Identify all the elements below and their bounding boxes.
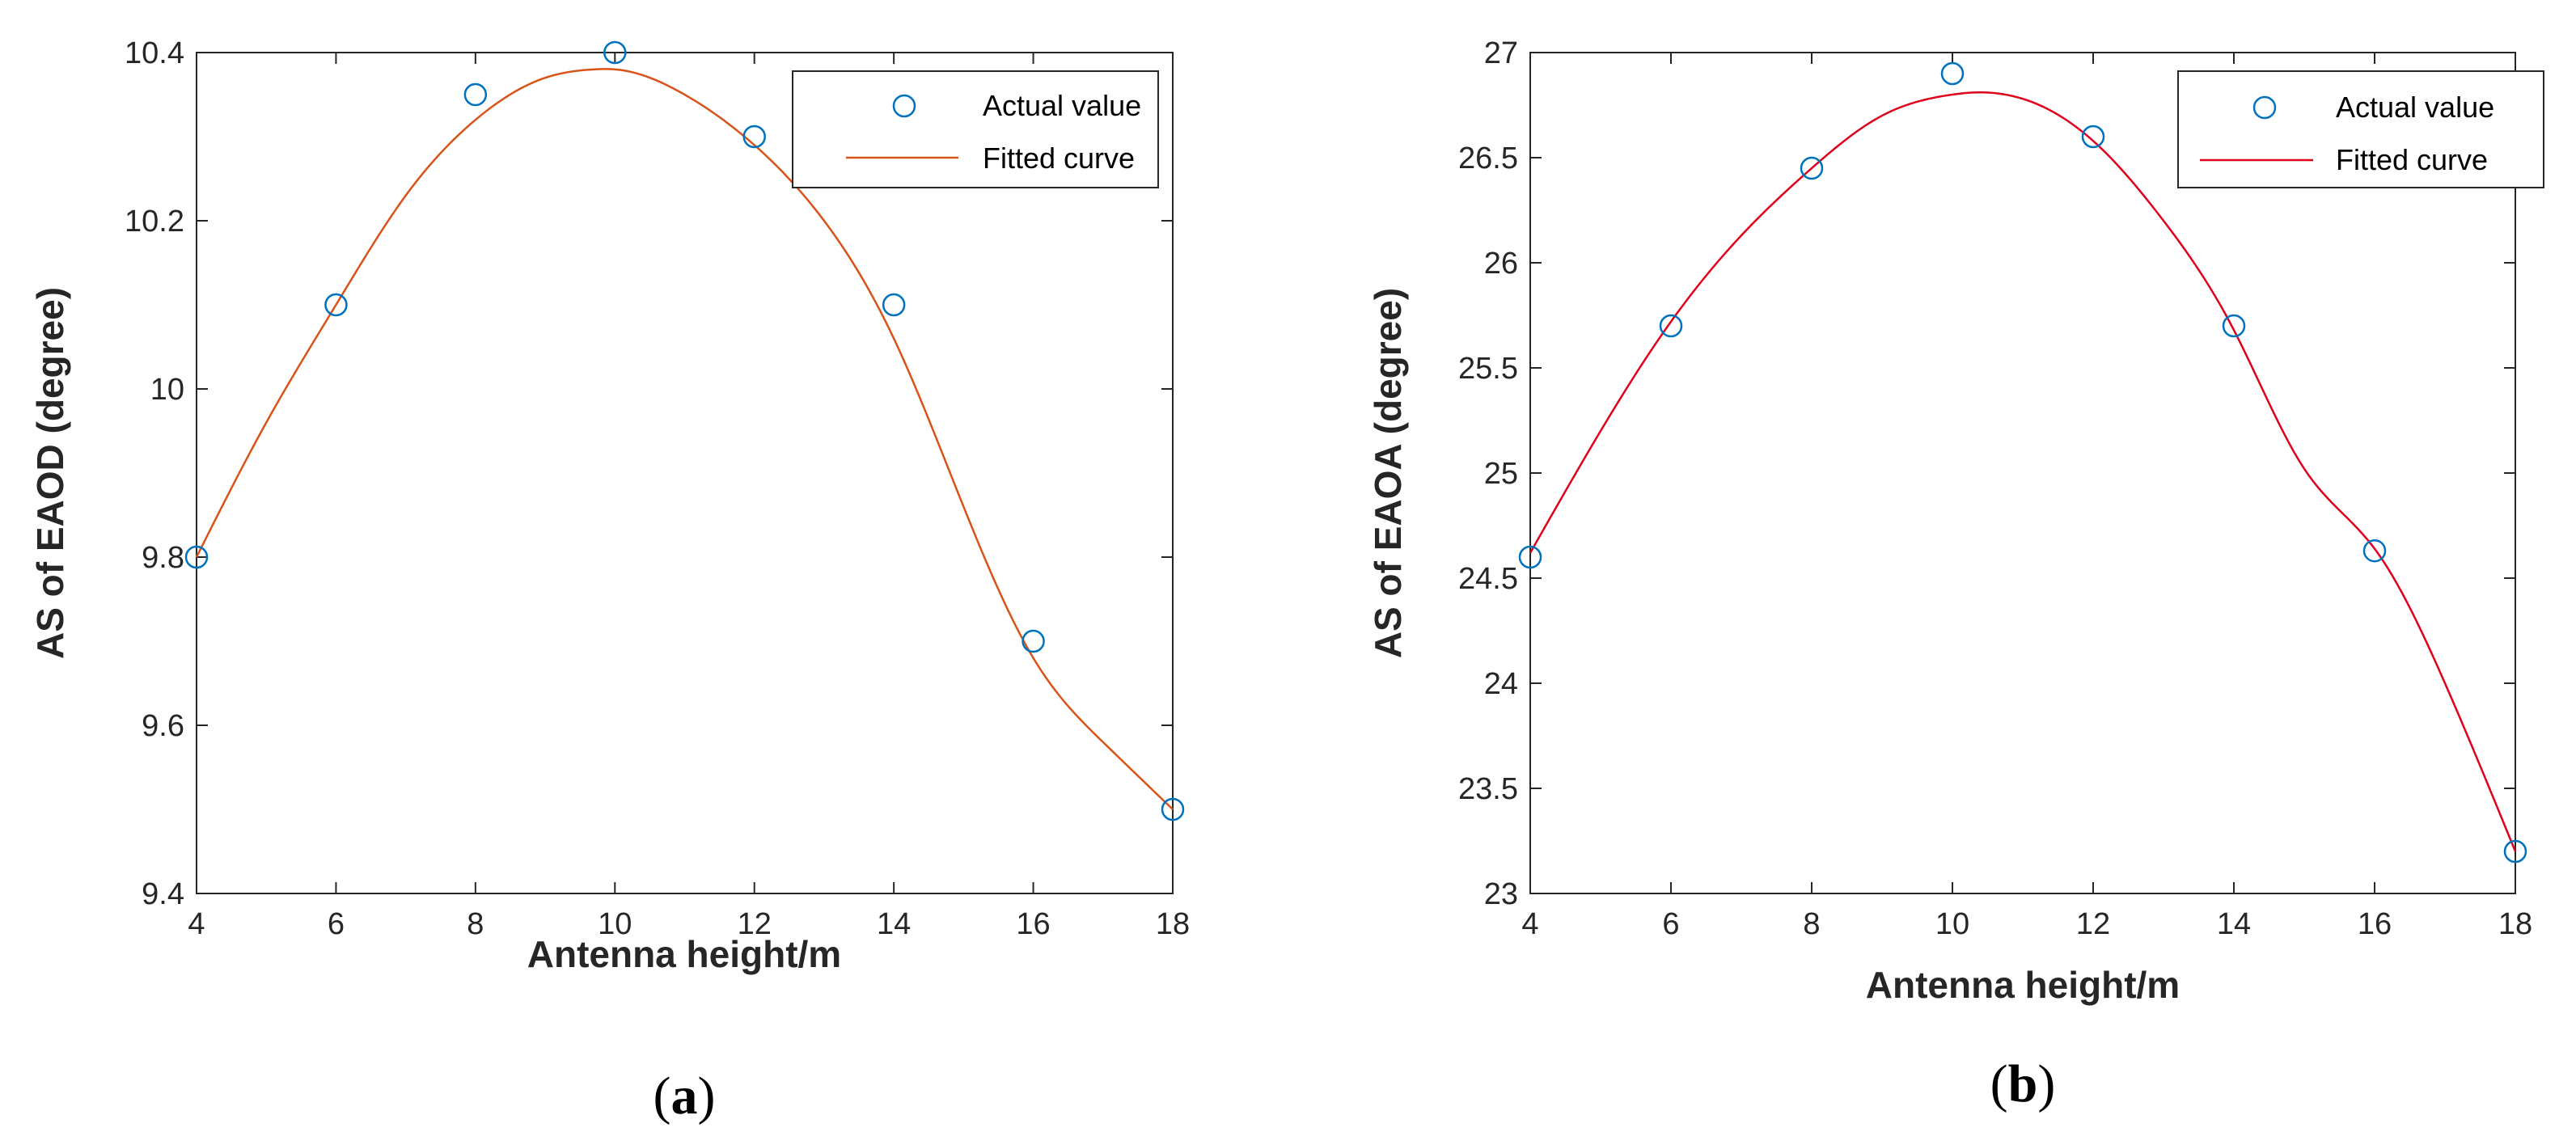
panel-b-legend-fitted-label: Fitted curve bbox=[2336, 143, 2488, 176]
panel-b-caption-open: ( bbox=[1990, 1054, 2008, 1113]
panel-b-x-axis-label: Antenna height/m bbox=[1866, 964, 2180, 1006]
a-ytick-label: 9.8 bbox=[142, 541, 184, 575]
a-xtick-label: 4 bbox=[188, 907, 205, 941]
b-ytick-label: 24.5 bbox=[1458, 562, 1518, 596]
a-xtick-label: 6 bbox=[328, 907, 345, 941]
b-ytick-label: 25.5 bbox=[1458, 352, 1518, 386]
panel-b-y-axis-label: AS of EAOA (degree) bbox=[1367, 288, 1409, 658]
b-xtick-label: 14 bbox=[2217, 907, 2251, 941]
a-xtick-label: 16 bbox=[1016, 907, 1050, 941]
panel-a-legend-actual-label: Actual value bbox=[983, 89, 1141, 122]
panel-a-caption-open: ( bbox=[654, 1067, 671, 1126]
panel-b-legend-box bbox=[2177, 70, 2544, 188]
a-actual-value-point bbox=[742, 125, 766, 149]
b-xtick-label: 16 bbox=[2358, 907, 2392, 941]
b-ytick-label: 26.5 bbox=[1458, 142, 1518, 175]
b-actual-value-point bbox=[2222, 314, 2246, 338]
panel-a-legend: Actual value Fitted curve bbox=[792, 70, 1159, 188]
b-xtick-label: 12 bbox=[2076, 907, 2110, 941]
b-xtick-label: 8 bbox=[1803, 907, 1820, 941]
panel-a-caption-close: ) bbox=[698, 1067, 716, 1126]
a-actual-value-point bbox=[184, 545, 209, 569]
panel-b-legend: Actual value Fitted curve bbox=[2177, 70, 2544, 188]
panel-b-x-tick-labels: 4 6 8 10 12 14 16 18 bbox=[1521, 907, 2532, 941]
panel-b-legend-marker bbox=[2252, 95, 2277, 120]
panel-b-caption-close: ) bbox=[2037, 1054, 2055, 1113]
a-ytick-label: 10.2 bbox=[125, 205, 184, 239]
b-fitted-curve-line bbox=[1529, 91, 2517, 852]
b-xtick-label: 4 bbox=[1521, 907, 1538, 941]
b-ytick-label: 25 bbox=[1484, 457, 1518, 491]
a-actual-value-point bbox=[603, 40, 627, 65]
b-ytick-label: 24 bbox=[1484, 667, 1518, 701]
panel-a-caption-letter: a bbox=[671, 1067, 698, 1126]
panel-a-fitted-curve bbox=[195, 68, 1174, 810]
panel-b-caption-letter: b bbox=[2008, 1054, 2038, 1113]
a-ytick-label: 9.6 bbox=[142, 709, 184, 743]
panel-a-legend-marker bbox=[892, 94, 916, 118]
b-xtick-label: 6 bbox=[1662, 907, 1679, 941]
a-fitted-curve-line bbox=[195, 68, 1174, 810]
a-xtick-label: 8 bbox=[467, 907, 484, 941]
panel-a-axes-box bbox=[196, 52, 1174, 894]
a-ytick-label: 10.4 bbox=[125, 36, 184, 70]
b-actual-value-point bbox=[1659, 314, 1683, 338]
a-actual-value-point bbox=[882, 293, 906, 317]
panel-a-legend-box bbox=[792, 70, 1159, 188]
b-ytick-label: 27 bbox=[1484, 36, 1518, 70]
b-ytick-label: 26 bbox=[1484, 247, 1518, 281]
panel-a-y-tick-labels: 9.4 9.6 9.8 10 10.2 10.4 bbox=[125, 36, 184, 911]
panel-a-x-axis-label: Antenna height/m bbox=[527, 933, 841, 975]
panel-b-axes-box bbox=[1529, 52, 2516, 894]
panel-a-legend-fitted-label: Fitted curve bbox=[983, 142, 1135, 175]
panel-a-caption: (a) bbox=[654, 1067, 716, 1126]
b-xtick-label: 18 bbox=[2498, 907, 2532, 941]
a-actual-value-point bbox=[1161, 797, 1185, 822]
panel-a-gridfree-frame bbox=[196, 52, 1174, 894]
b-xtick-label: 10 bbox=[1935, 907, 1969, 941]
a-xtick-label: 12 bbox=[738, 907, 772, 941]
panel-a-actual-markers bbox=[184, 40, 1185, 822]
panel-b-actual-markers bbox=[1518, 61, 2527, 864]
b-actual-value-point bbox=[1518, 545, 1542, 569]
panel-a-x-tick-labels: 4 6 8 10 12 14 16 18 bbox=[188, 907, 1190, 941]
panel-b-caption: (b) bbox=[1990, 1054, 2056, 1113]
panel-b-ticks bbox=[1529, 52, 2516, 894]
panel-a: 4 6 8 10 12 14 16 18 9.4 9.6 9.8 10 10.2 10.4 Antenn… bbox=[29, 36, 1190, 1126]
panel-b-y-tick-labels: 23 23.5 24 24.5 25 25.5 26 26.5 27 bbox=[1458, 36, 1518, 911]
panel-a-y-axis-label: AS of EAOD (degree) bbox=[29, 287, 71, 659]
panel-a-ticks bbox=[196, 52, 1174, 894]
b-actual-value-point bbox=[1800, 156, 1824, 180]
a-actual-value-point bbox=[463, 82, 488, 107]
panel-b: 4 6 8 10 12 14 16 18 23 23.5 24 24.5 25 25.5 26 26.5 27… bbox=[1367, 36, 2544, 1113]
a-xtick-label: 18 bbox=[1156, 907, 1190, 941]
b-ytick-label: 23.5 bbox=[1458, 772, 1518, 806]
b-actual-value-point bbox=[2503, 839, 2527, 864]
b-ytick-label: 23 bbox=[1484, 877, 1518, 911]
b-actual-value-point bbox=[2081, 125, 2105, 149]
a-ytick-label: 9.4 bbox=[142, 877, 184, 911]
a-xtick-label: 10 bbox=[598, 907, 632, 941]
a-xtick-label: 14 bbox=[877, 907, 911, 941]
b-actual-value-point bbox=[2362, 539, 2387, 563]
panel-b-fitted-curve bbox=[1529, 91, 2517, 852]
a-ytick-label: 10 bbox=[150, 373, 184, 407]
a-actual-value-point bbox=[1022, 629, 1045, 653]
a-actual-value-point bbox=[324, 293, 348, 317]
panel-b-legend-actual-label: Actual value bbox=[2336, 91, 2494, 124]
b-actual-value-point bbox=[1940, 61, 1965, 86]
